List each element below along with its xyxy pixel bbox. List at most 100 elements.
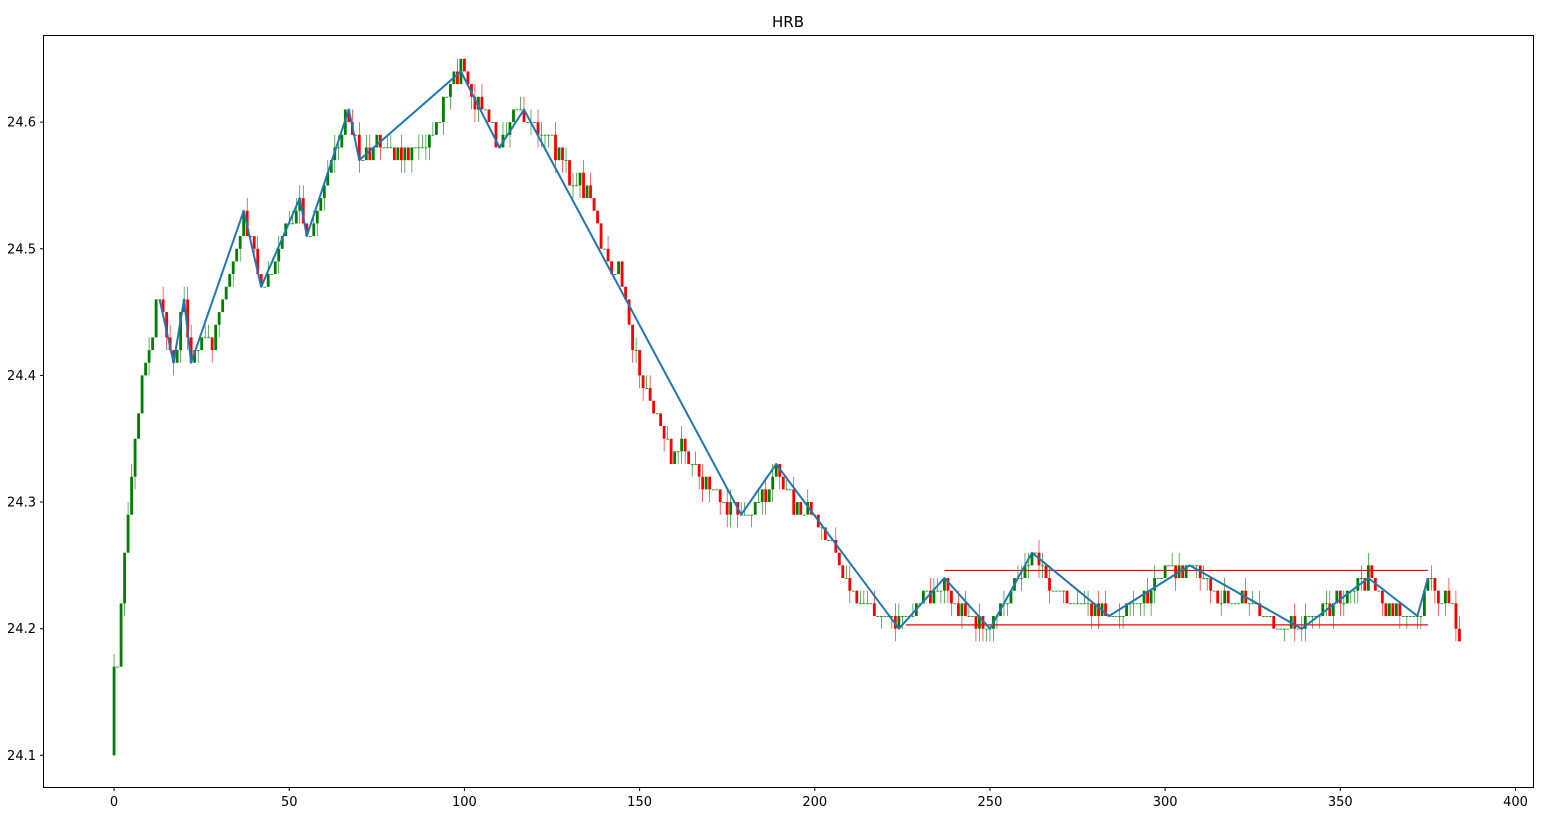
- candle-body: [1153, 578, 1157, 591]
- candle-body: [445, 96, 449, 98]
- candle-body: [1121, 616, 1125, 617]
- candle-body: [389, 147, 393, 149]
- y-tick-label: 24.1: [7, 749, 36, 764]
- candle-body: [1041, 565, 1044, 567]
- candle-body: [161, 299, 165, 313]
- candle-body: [767, 489, 771, 503]
- candle-body: [848, 578, 852, 591]
- candle-body: [953, 603, 957, 605]
- candle-body: [301, 198, 305, 224]
- candle-body: [375, 134, 379, 148]
- candle-body: [1408, 616, 1412, 617]
- candle-body: [1258, 603, 1262, 617]
- candle-body: [571, 185, 575, 187]
- candle-body: [322, 185, 326, 199]
- candle-body: [217, 312, 221, 325]
- x-tick-label: 300: [1153, 795, 1178, 810]
- candle-body: [203, 337, 207, 339]
- candle-body: [1352, 590, 1356, 592]
- candle-body: [918, 603, 922, 605]
- candle-body: [971, 616, 974, 617]
- candle-body: [361, 160, 365, 161]
- candle-body: [858, 603, 862, 605]
- candle-body: [280, 236, 284, 249]
- candle-body: [512, 109, 515, 123]
- candle-body: [851, 590, 855, 592]
- candle-body: [820, 527, 824, 529]
- candle-body: [449, 84, 452, 97]
- candle-body: [627, 299, 631, 325]
- candle-body: [242, 210, 246, 237]
- candle-body: [371, 147, 375, 161]
- candle-body: [522, 109, 526, 123]
- candle-body: [978, 616, 981, 629]
- candle-body: [1202, 578, 1206, 579]
- candle-body: [1191, 565, 1195, 567]
- candle-body: [1251, 603, 1255, 605]
- candle-body: [564, 160, 568, 161]
- y-tick-label: 24.4: [7, 369, 36, 384]
- candle-body: [151, 337, 155, 351]
- candle-body: [480, 96, 484, 110]
- candle-body: [463, 58, 466, 72]
- candle-body: [1167, 565, 1171, 567]
- candle-body: [960, 603, 964, 617]
- candle-body: [634, 350, 638, 351]
- plot-frame: [43, 35, 1534, 788]
- candle-body: [1279, 628, 1283, 630]
- candle-body: [175, 350, 179, 363]
- candle-body: [1451, 603, 1454, 605]
- candle-body: [939, 590, 943, 592]
- candle-body: [392, 147, 396, 161]
- candle-body: [897, 616, 901, 629]
- candle-body: [578, 172, 582, 186]
- candle-body: [799, 502, 803, 515]
- candle-body: [1440, 603, 1444, 605]
- candle-body: [228, 274, 232, 287]
- candle-body: [1314, 616, 1318, 617]
- candle-body: [704, 476, 708, 490]
- candle-body: [154, 299, 158, 338]
- candle-body: [781, 476, 785, 490]
- candle-body: [487, 109, 491, 123]
- candle-body: [967, 616, 971, 617]
- candle-body: [1265, 616, 1269, 617]
- candle-body: [911, 616, 915, 617]
- candle-body: [427, 134, 431, 148]
- candle-body: [312, 223, 316, 237]
- candle-body: [669, 438, 673, 465]
- candle-body: [1268, 616, 1272, 617]
- candle-body: [617, 261, 620, 275]
- candle-body: [921, 590, 925, 604]
- candle-body: [585, 185, 589, 199]
- candle-body: [1069, 603, 1072, 605]
- candle-body: [1345, 590, 1349, 604]
- candle-body: [1139, 603, 1143, 605]
- candle-body: [834, 540, 838, 553]
- candle-body: [1405, 616, 1409, 617]
- candle-body: [676, 451, 680, 453]
- candle-body: [985, 628, 988, 630]
- candle-body: [802, 514, 806, 516]
- candle-body: [336, 147, 340, 149]
- candle-body: [137, 413, 140, 439]
- candle-body: [788, 489, 792, 491]
- candle-body: [690, 464, 694, 465]
- candle-body: [1419, 616, 1423, 617]
- candle-body: [1051, 590, 1055, 592]
- candle-body: [533, 122, 536, 123]
- candle-body: [1356, 578, 1360, 591]
- candle-body: [935, 590, 939, 592]
- candle-body: [1240, 590, 1244, 604]
- candle-body: [116, 666, 119, 668]
- candle-body: [610, 261, 613, 275]
- candle-body: [298, 198, 302, 211]
- candle-body: [456, 71, 459, 85]
- candle-body: [1118, 616, 1121, 617]
- candle-body: [273, 261, 277, 275]
- x-tick-label: 50: [281, 795, 298, 810]
- x-tick-label: 200: [802, 795, 827, 810]
- candle-body: [1359, 578, 1363, 579]
- candle-body: [1433, 578, 1437, 591]
- candle-body: [624, 286, 627, 300]
